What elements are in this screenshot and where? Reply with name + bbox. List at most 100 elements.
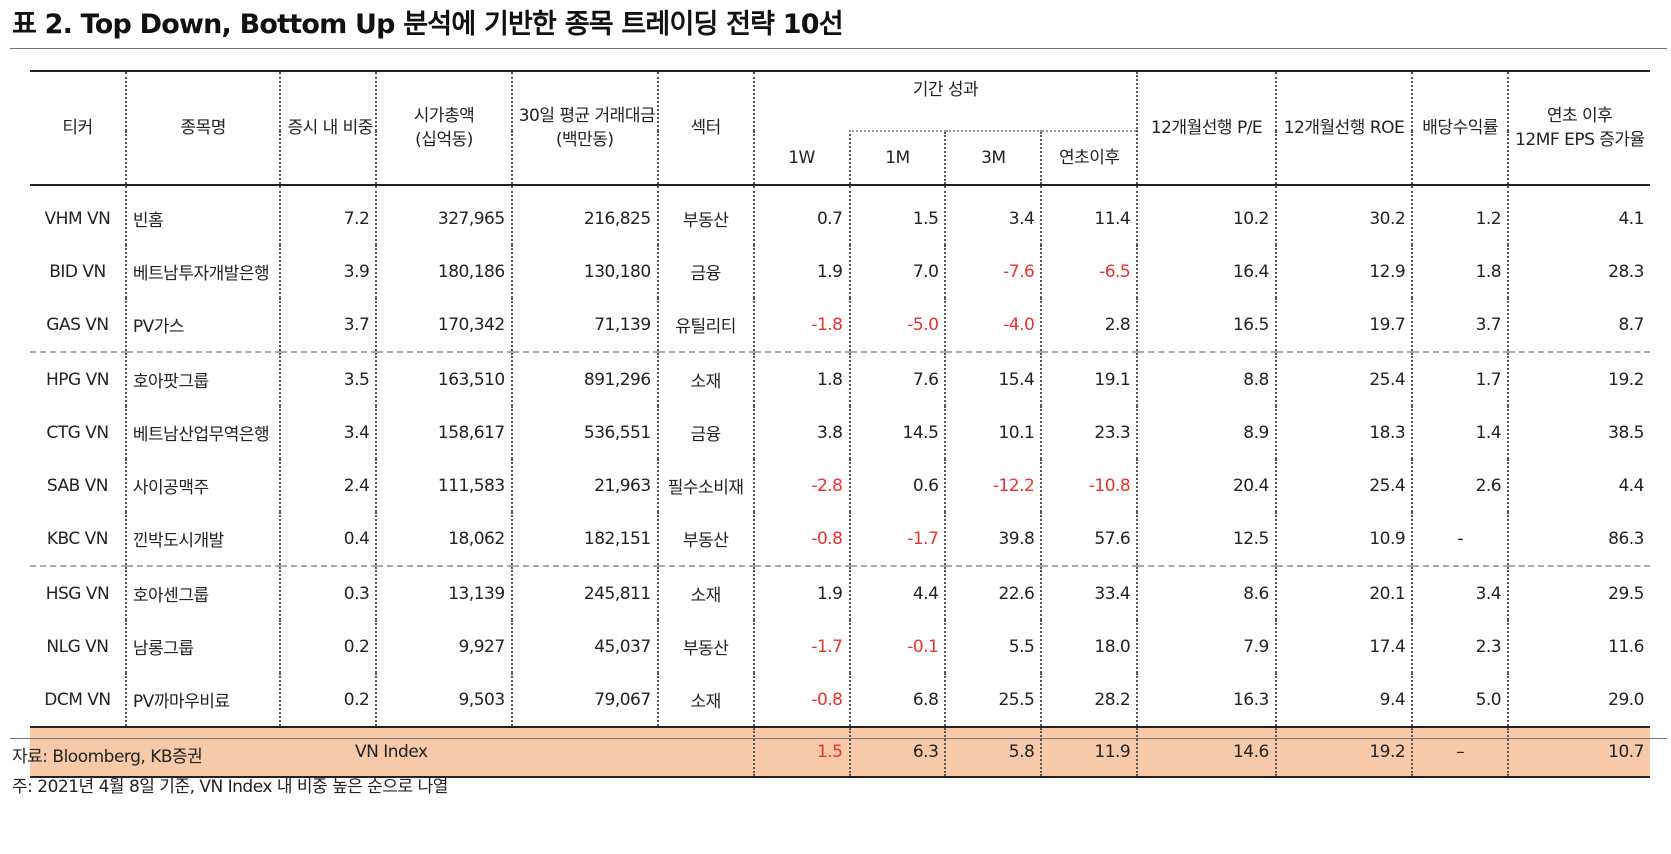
- cell-adtv: 216,825: [510, 185, 658, 245]
- cell-ticker: HSG VN: [30, 565, 126, 620]
- footnote: 주: 2021년 4월 8일 기준, VN Index 내 비중 높은 순으로 …: [12, 777, 448, 797]
- header-perf-3m: 3M: [944, 130, 1042, 185]
- footer-rule: [10, 738, 1667, 739]
- cell-mcap: 327,965: [375, 185, 512, 245]
- cell-adtv: 79,067: [510, 673, 658, 727]
- table-row: HSG VN 호아센그룹 0.3 13,139 245,811 소재 1.9 4.4 22.6 3…: [30, 565, 1650, 620]
- cell-weight: 3.4: [279, 406, 377, 459]
- header-sector: 섹터: [656, 71, 754, 185]
- table-row: SAB VN 사이공맥주 2.4 111,583 21,963 필수소비재 -2.8 0.6-…: [30, 459, 1650, 512]
- cell-name: 호아센그룹: [124, 565, 281, 620]
- summary-ytd: 11.9: [1040, 727, 1138, 777]
- cell-name: PV까마우비료: [124, 673, 281, 727]
- cell-div: 2.3: [1411, 620, 1509, 673]
- cell-mcap: 163,510: [375, 351, 512, 406]
- summary-1w: 1.5: [752, 727, 850, 777]
- cell-pe: 7.9: [1136, 620, 1276, 673]
- header-pe: 12개월선행 P/E: [1136, 71, 1276, 185]
- cell-pe: 16.4: [1136, 245, 1276, 298]
- cell-perf-3m: 15.4: [944, 351, 1042, 406]
- cell-perf-1w: 1.8: [752, 351, 850, 406]
- cell-sector: 소재: [656, 673, 754, 727]
- cell-ticker: HPG VN: [30, 351, 126, 406]
- cell-pe: 16.5: [1136, 298, 1276, 352]
- cell-mcap: 111,583: [375, 459, 512, 512]
- table-row: CTG VN 베트남산업무역은행 3.4 158,617 536,551 금융 3.8 14.…: [30, 406, 1650, 459]
- cell-weight: 0.2: [279, 673, 377, 727]
- cell-roe: 20.1: [1274, 565, 1413, 620]
- cell-adtv: 536,551: [510, 406, 658, 459]
- summary-pe: 14.6: [1136, 727, 1276, 777]
- cell-perf-ytd: -6.5: [1040, 245, 1138, 298]
- cell-div: 1.2: [1411, 185, 1509, 245]
- header-mcap-line2: (십억동): [415, 130, 473, 150]
- cell-weight: 0.2: [279, 620, 377, 673]
- cell-ticker: BID VN: [49, 261, 106, 282]
- cell-sector: 부동산: [656, 185, 754, 245]
- cell-ticker: VHM VN: [44, 208, 111, 229]
- header-ticker: 티커: [62, 118, 93, 138]
- cell-mcap: 170,342: [375, 298, 512, 352]
- cell-perf-1w: 0.7: [752, 185, 850, 245]
- header-roe: 12개월선행 ROE: [1274, 71, 1413, 185]
- cell-roe: 25.4: [1274, 351, 1413, 406]
- cell-ticker: SAB VN: [46, 475, 109, 496]
- cell-perf-1m: 0.6: [848, 459, 946, 512]
- table-body: VHM VN 빈홈 7.2 327,965 216,825 부동산 0.7 1.5 3.4 11.…: [30, 185, 1650, 727]
- cell-mcap: 18,062: [375, 512, 512, 566]
- cell-weight: 3.7: [279, 298, 377, 352]
- summary-1m: 6.3: [848, 727, 946, 777]
- cell-perf-1m: 14.5: [848, 406, 946, 459]
- header-div: 배당수익률: [1411, 71, 1509, 185]
- cell-perf-3m: -12.2: [944, 459, 1042, 512]
- cell-perf-ytd: 11.4: [1040, 185, 1138, 245]
- table-row: KBC VN 낀박도시개발 0.4 18,062 182,151 부동산 -0.8 -1.7 3…: [30, 512, 1650, 566]
- header-adtv-line1: 30일 평균 거래대금: [518, 106, 656, 126]
- cell-weight: 3.9: [279, 245, 377, 298]
- cell-weight: 7.2: [279, 185, 377, 245]
- cell-pe: 8.6: [1136, 565, 1276, 620]
- cell-roe: 19.7: [1274, 298, 1413, 352]
- summary-eps: 10.7: [1507, 727, 1650, 777]
- header-weight: 증시 내 비중: [279, 71, 377, 185]
- cell-perf-ytd: 19.1: [1040, 351, 1138, 406]
- cell-perf-1m: 1.5: [848, 185, 946, 245]
- cell-pe: 8.8: [1136, 351, 1276, 406]
- cell-adtv: 71,139: [510, 298, 658, 352]
- cell-roe: 9.4: [1274, 673, 1413, 727]
- cell-sector: 소재: [656, 565, 754, 620]
- header-eps: 연초 이후 12MF EPS 증가율: [1507, 71, 1650, 185]
- header-perf-1m: 1M: [848, 130, 946, 185]
- cell-pe: 20.4: [1136, 459, 1276, 512]
- cell-eps: 8.7: [1507, 298, 1650, 352]
- cell-adtv: 891,296: [510, 351, 658, 406]
- cell-div: 1.7: [1411, 351, 1509, 406]
- cell-adtv: 21,963: [510, 459, 658, 512]
- table-row: VHM VN 빈홈 7.2 327,965 216,825 부동산 0.7 1.5 3.4 11.…: [30, 185, 1650, 245]
- cell-ticker: DCM VN: [44, 689, 111, 710]
- cell-weight: 0.4: [279, 512, 377, 566]
- cell-perf-3m: -7.6: [944, 245, 1042, 298]
- header-name: 종목명: [124, 71, 281, 185]
- cell-ticker: KBC VN: [46, 528, 109, 549]
- cell-perf-1m: 4.4: [848, 565, 946, 620]
- cell-name: 빈홈: [124, 185, 281, 245]
- cell-name: 베트남투자개발은행: [124, 245, 281, 298]
- cell-ticker: CTG VN: [46, 422, 109, 443]
- cell-sector: 유틸리티: [656, 298, 754, 352]
- cell-perf-3m: 22.6: [944, 565, 1042, 620]
- cell-ticker: GAS VN: [46, 314, 109, 335]
- header-perf-ytd: 연초이후: [1040, 130, 1138, 185]
- header-perf-1w: 1W: [752, 131, 850, 185]
- cell-perf-3m: 39.8: [944, 512, 1042, 566]
- cell-perf-ytd: 23.3: [1040, 406, 1138, 459]
- cell-perf-1w: -0.8: [752, 512, 850, 566]
- cell-eps: 4.1: [1507, 185, 1650, 245]
- table-title: 표 2. Top Down, Bottom Up 분석에 기반한 종목 트레이딩…: [12, 9, 844, 40]
- cell-div: 1.8: [1411, 245, 1509, 298]
- cell-eps: 28.3: [1507, 245, 1650, 298]
- cell-div: 2.6: [1411, 459, 1509, 512]
- cell-perf-1w: -0.8: [752, 673, 850, 727]
- cell-perf-1m: 6.8: [848, 673, 946, 727]
- cell-mcap: 9,927: [375, 620, 512, 673]
